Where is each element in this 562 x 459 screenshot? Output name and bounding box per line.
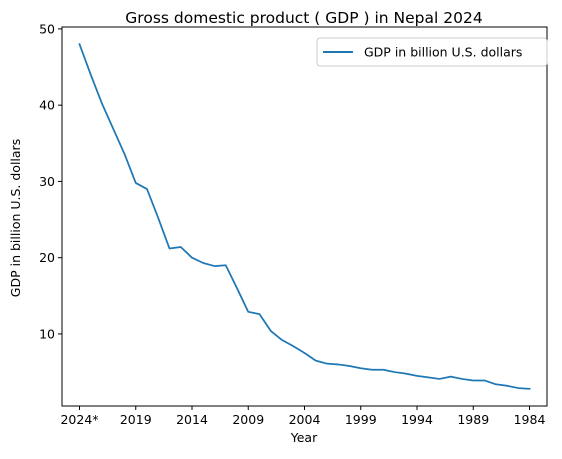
series-line [78, 43, 531, 390]
legend-label: GDP in billion U.S. dollars [364, 45, 522, 60]
x-axis-label: Year [290, 430, 318, 445]
plot-area: 2024* 2019 2014 2009 2004 1999 1994 1989 1984 10 2… [39, 21, 548, 427]
x-tick-label: 2014 [176, 412, 208, 427]
x-tick-label: 1989 [457, 412, 489, 427]
y-tick-label: 10 [39, 326, 55, 341]
y-tick-label: 50 [39, 21, 55, 36]
x-tick-label: 1984 [514, 412, 546, 427]
axes-frame [61, 26, 548, 407]
x-tick-label: 2004 [289, 412, 321, 427]
x-tick-label: 2024* [60, 412, 98, 427]
x-tick-label: 2009 [232, 412, 264, 427]
x-tick-label: 2019 [120, 412, 152, 427]
chart-title: Gross domestic product ( GDP ) in Nepal … [125, 9, 482, 27]
y-axis-label: GDP in billion U.S. dollars [8, 139, 23, 297]
y-tick-label: 40 [39, 98, 55, 113]
legend-box [316, 37, 548, 67]
y-tick-label: 30 [39, 174, 55, 189]
legend: GDP in billion U.S. dollars [316, 37, 548, 67]
x-tick-label: 1994 [401, 412, 433, 427]
y-tick-label: 20 [39, 250, 55, 265]
x-tick-label: 1999 [345, 412, 377, 427]
